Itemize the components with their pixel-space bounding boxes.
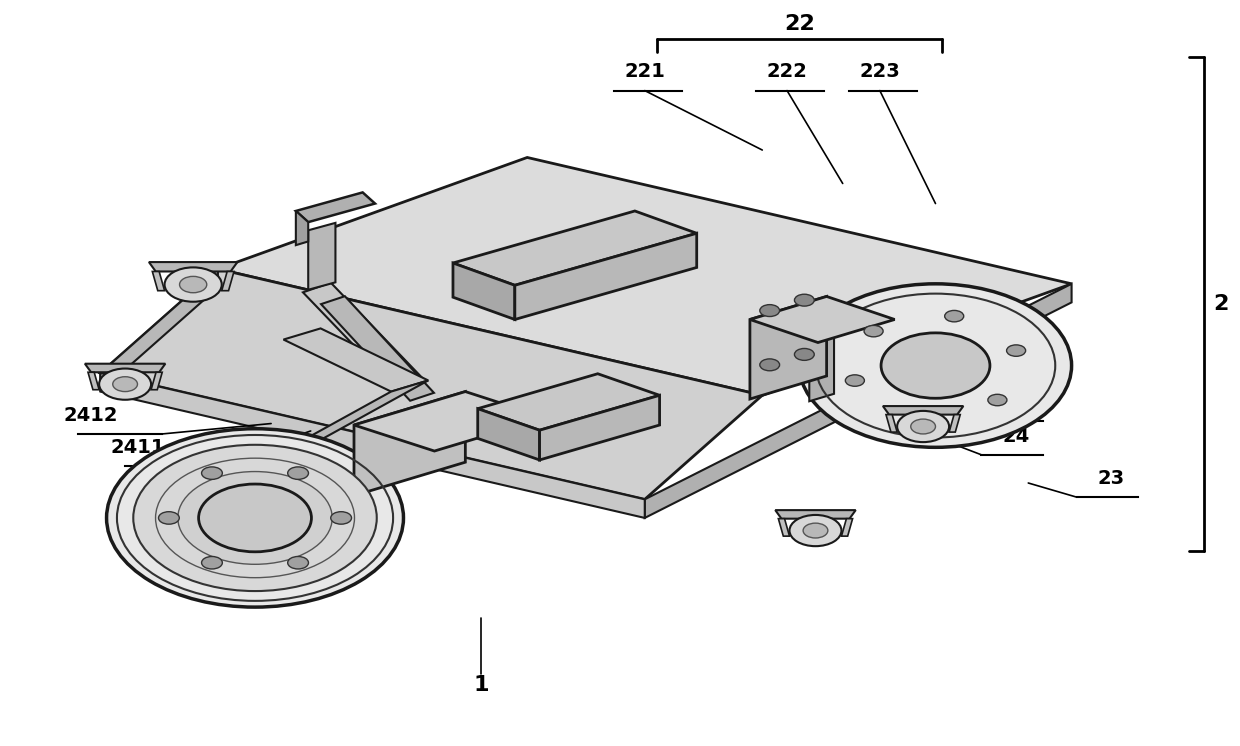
Polygon shape	[453, 211, 697, 285]
Text: 21: 21	[1002, 393, 1029, 413]
Polygon shape	[750, 296, 827, 399]
Polygon shape	[804, 344, 904, 414]
Circle shape	[159, 512, 180, 524]
Polygon shape	[303, 283, 424, 389]
Polygon shape	[477, 374, 660, 430]
Polygon shape	[883, 406, 963, 415]
Circle shape	[945, 310, 963, 322]
Circle shape	[288, 557, 309, 569]
Circle shape	[198, 484, 311, 552]
Text: 23: 23	[1097, 469, 1125, 488]
Polygon shape	[296, 192, 374, 222]
Text: 22: 22	[784, 13, 815, 34]
Circle shape	[908, 410, 926, 421]
Polygon shape	[810, 330, 835, 401]
Text: 1: 1	[474, 675, 490, 695]
Circle shape	[202, 467, 222, 480]
Polygon shape	[151, 372, 162, 389]
Circle shape	[897, 411, 949, 442]
Polygon shape	[775, 510, 856, 518]
Circle shape	[113, 377, 138, 392]
Circle shape	[202, 557, 222, 569]
Text: 221: 221	[624, 63, 665, 81]
Polygon shape	[321, 296, 434, 401]
Polygon shape	[309, 223, 336, 289]
Circle shape	[800, 283, 1071, 448]
Polygon shape	[296, 211, 309, 245]
Polygon shape	[284, 328, 428, 392]
Polygon shape	[88, 372, 99, 389]
Circle shape	[804, 523, 828, 538]
Polygon shape	[284, 380, 428, 451]
Text: 223: 223	[859, 63, 900, 81]
Polygon shape	[477, 409, 539, 460]
Polygon shape	[218, 157, 1071, 395]
Text: 2412: 2412	[63, 406, 118, 425]
Text: 2411: 2411	[110, 438, 165, 457]
Circle shape	[107, 429, 403, 607]
Circle shape	[795, 348, 815, 360]
Polygon shape	[949, 415, 960, 432]
Circle shape	[288, 467, 309, 480]
Polygon shape	[887, 415, 897, 432]
Polygon shape	[539, 395, 660, 460]
Circle shape	[882, 333, 990, 398]
Circle shape	[165, 267, 222, 301]
Polygon shape	[153, 272, 165, 291]
Polygon shape	[515, 233, 697, 319]
Circle shape	[910, 419, 935, 434]
Circle shape	[177, 471, 332, 564]
Polygon shape	[353, 392, 465, 495]
Polygon shape	[750, 296, 895, 342]
Text: 2: 2	[1214, 294, 1229, 314]
Circle shape	[988, 395, 1007, 406]
Polygon shape	[84, 364, 165, 372]
Circle shape	[760, 304, 780, 316]
Polygon shape	[222, 272, 234, 291]
Circle shape	[99, 369, 151, 400]
Circle shape	[795, 294, 815, 306]
Text: 24: 24	[1002, 427, 1029, 445]
Polygon shape	[353, 392, 546, 451]
Polygon shape	[453, 263, 515, 319]
Circle shape	[864, 325, 883, 337]
Polygon shape	[100, 269, 763, 499]
Polygon shape	[645, 283, 1071, 518]
Polygon shape	[149, 262, 237, 272]
Polygon shape	[828, 330, 944, 375]
Polygon shape	[842, 518, 853, 536]
Circle shape	[760, 359, 780, 371]
Polygon shape	[100, 373, 645, 518]
Circle shape	[1007, 345, 1025, 357]
Text: 222: 222	[766, 63, 807, 81]
Circle shape	[133, 445, 377, 591]
Polygon shape	[818, 356, 914, 424]
Circle shape	[846, 374, 864, 386]
Polygon shape	[828, 368, 944, 413]
Polygon shape	[779, 518, 790, 536]
Circle shape	[331, 512, 351, 524]
Polygon shape	[100, 269, 218, 392]
Circle shape	[790, 515, 842, 546]
Circle shape	[180, 276, 207, 292]
